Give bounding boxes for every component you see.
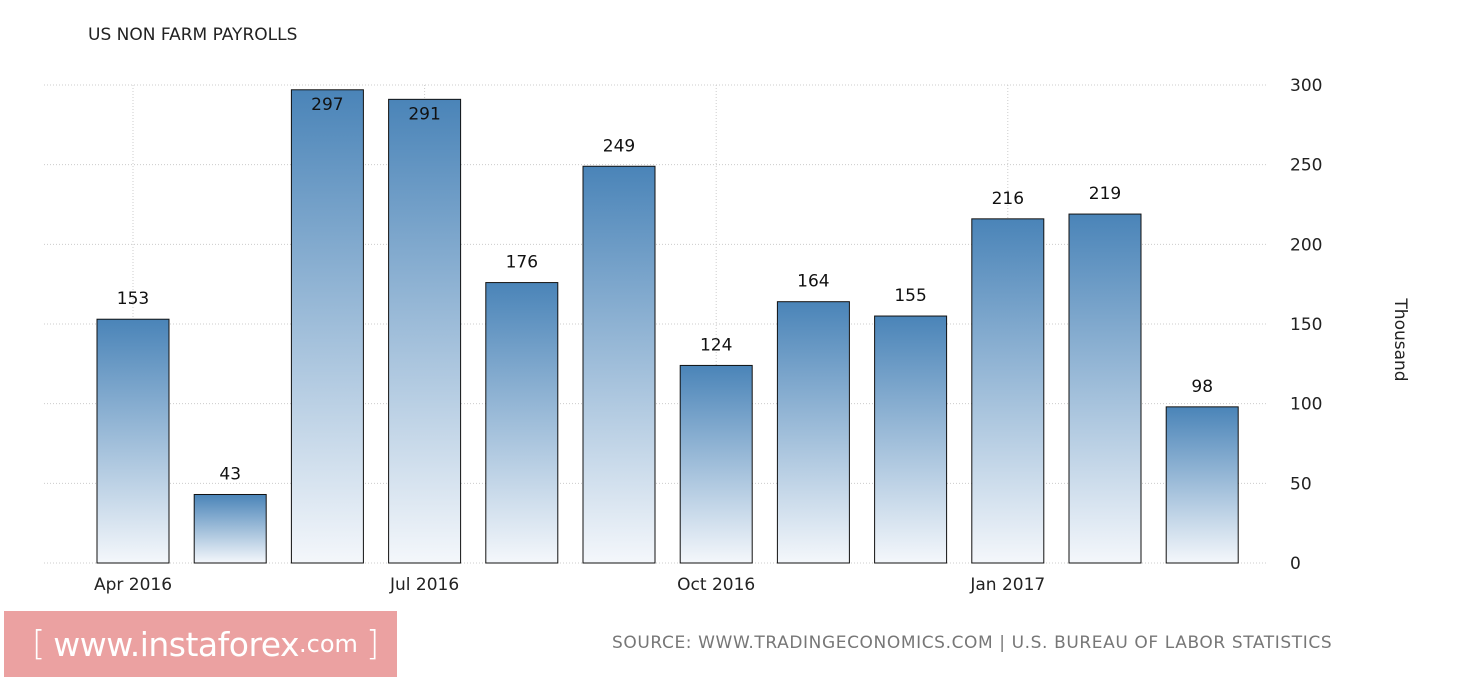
bar [776,301,850,564]
bar-value-label: 219 [1089,184,1121,204]
bar [96,318,170,564]
y-tick-label: 100 [1290,395,1322,415]
bar-value-label: 216 [992,189,1024,209]
bar [582,165,656,564]
bar-value-label: 153 [117,289,149,309]
bar [1165,406,1239,564]
y-axis-ticks: 0 50 100 150 200 250 300 [1290,76,1322,574]
bar-value-label: 43 [219,464,241,484]
y-tick-label: 200 [1290,235,1322,255]
bar [874,315,948,564]
x-tick-label: Oct 2016 [677,575,755,595]
bar [679,364,753,564]
bar [290,89,364,564]
bar [485,282,559,564]
instaforex-logo[interactable]: [ www.instaforex .com ] [4,611,397,677]
source-text: SOURCE: WWW.TRADINGECONOMICS.COM | U.S. … [612,633,1333,653]
x-tick-label: Apr 2016 [94,575,172,595]
bar [388,98,462,564]
bar-value-label: 176 [506,253,538,273]
y-tick-label: 250 [1290,156,1322,176]
bar [1068,213,1142,564]
bar-value-label: 124 [700,335,732,355]
y-tick-label: 50 [1290,474,1312,494]
logo-domain: .com [299,630,358,658]
y-tick-label: 300 [1290,76,1322,96]
bar-value-label: 98 [1191,377,1213,397]
y-tick-label: 150 [1290,315,1322,335]
y-axis-label: Thousand [1390,297,1410,381]
logo-text: www.instaforex [53,624,300,664]
bar [193,493,267,564]
bar-series: 153 43 297 291 176 249 124 164 155 216 219 98 [96,89,1239,564]
bar-value-label: 297 [311,95,343,115]
bar [971,218,1045,564]
x-tick-label: Jan 2017 [969,575,1045,595]
x-tick-label: Jul 2016 [389,575,459,595]
bar-value-label: 164 [797,272,829,292]
bar-value-label: 249 [603,136,635,156]
chart-title: US NON FARM PAYROLLS [88,25,297,45]
logo-bracket-open: [ [32,624,46,664]
logo-bracket-close: ] [365,624,380,664]
grid-lines [44,84,1268,564]
y-tick-label: 0 [1290,554,1301,574]
bar-value-label: 155 [894,286,926,306]
x-axis-ticks: Apr 2016 Jul 2016 Oct 2016 Jan 2017 [94,575,1045,595]
bar-value-label: 291 [408,104,440,124]
